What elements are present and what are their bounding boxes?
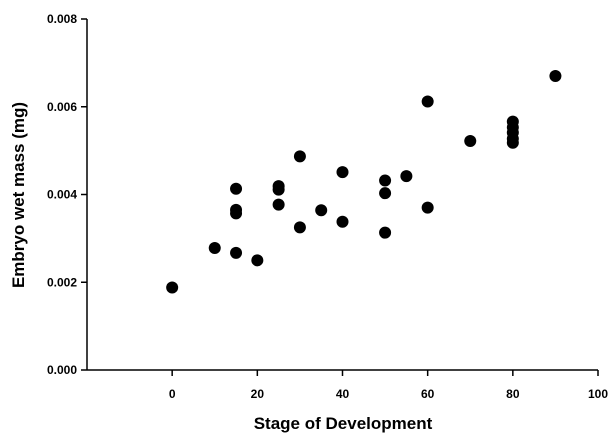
data-points <box>166 70 562 294</box>
data-point <box>421 95 434 108</box>
y-tick-label: 0.006 <box>47 100 77 114</box>
data-point <box>400 170 413 183</box>
x-tick-label: 60 <box>421 387 435 401</box>
x-tick-label: 80 <box>506 387 520 401</box>
data-point <box>506 136 519 149</box>
data-point <box>230 246 243 259</box>
data-point <box>379 187 392 200</box>
x-axis-ticks: 0 20 40 60 80 100 <box>169 370 608 401</box>
data-point <box>421 201 434 214</box>
data-point <box>293 221 306 234</box>
data-point <box>272 198 285 211</box>
axes <box>86 19 598 371</box>
data-point <box>336 166 349 179</box>
y-axis-title: Embryo wet mass (mg) <box>9 102 28 288</box>
data-point <box>379 226 392 239</box>
data-point <box>549 70 562 83</box>
y-tick-label: 0.008 <box>47 12 77 26</box>
data-point <box>251 254 264 267</box>
y-tick-label: 0.002 <box>47 275 77 289</box>
data-point <box>272 183 285 196</box>
data-point <box>293 150 306 163</box>
y-tick-label: 0.000 <box>47 363 77 377</box>
x-tick-label: 100 <box>588 387 608 401</box>
data-point <box>230 182 243 195</box>
data-point <box>315 204 328 217</box>
x-tick-label: 40 <box>336 387 350 401</box>
y-axis-ticks: 0.000 0.002 0.004 0.006 0.008 <box>47 12 87 377</box>
data-point <box>464 134 477 147</box>
data-point <box>336 215 349 228</box>
x-axis-title: Stage of Development <box>254 414 433 433</box>
x-tick-label: 0 <box>169 387 176 401</box>
x-tick-label: 20 <box>251 387 265 401</box>
data-point <box>166 281 179 294</box>
y-tick-label: 0.004 <box>47 188 77 202</box>
data-point <box>230 207 243 220</box>
data-point <box>379 174 392 187</box>
data-point <box>208 242 221 255</box>
